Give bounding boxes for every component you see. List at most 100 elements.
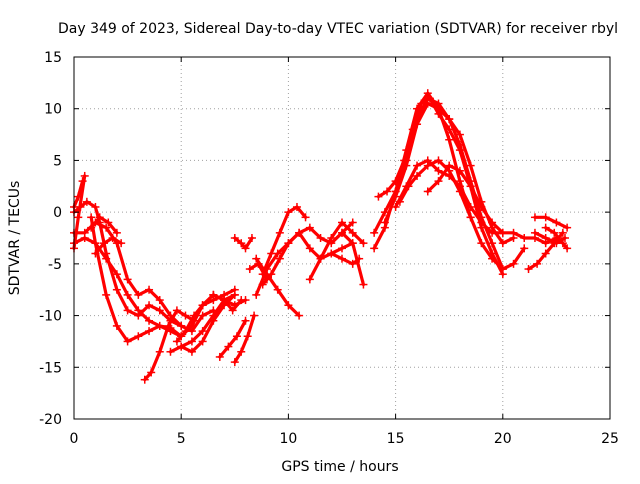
data-point — [338, 218, 346, 227]
data-point — [102, 249, 111, 258]
data-point — [108, 234, 117, 242]
data-point — [316, 234, 325, 242]
data-point — [112, 228, 121, 237]
y-tick-label: -20 — [39, 412, 62, 428]
data-point — [241, 244, 250, 253]
data-point — [391, 177, 400, 186]
series-arc-29 — [394, 158, 559, 245]
ticks: 0 5 10 15 20 25 -20 -15 -10 -5 0 5 10 15 — [39, 50, 619, 447]
series-arc-15 — [233, 314, 256, 364]
data-point — [455, 146, 464, 155]
y-tick-label: 10 — [44, 102, 62, 118]
data-point — [198, 301, 207, 310]
y-tick-label: -15 — [39, 360, 62, 376]
data-point — [413, 161, 422, 170]
data-point — [134, 290, 143, 299]
data-point — [209, 290, 218, 299]
data-point — [262, 275, 271, 284]
data-point — [230, 301, 239, 310]
data-point — [423, 187, 432, 196]
data-point — [541, 213, 550, 222]
data-point — [145, 316, 154, 325]
data-point — [155, 306, 164, 315]
data-point — [391, 202, 400, 211]
data-point — [425, 94, 434, 103]
data-point — [209, 316, 218, 325]
data-point — [560, 234, 569, 242]
data-point — [541, 234, 550, 242]
data-point — [145, 301, 154, 310]
data-point — [292, 202, 301, 211]
data-point — [258, 280, 267, 289]
data-point — [284, 208, 293, 217]
data-point — [80, 171, 89, 180]
data-point — [123, 337, 132, 346]
y-axis-label: SDTVAR / TECUs — [7, 181, 23, 296]
data-point — [273, 285, 282, 294]
data-point — [147, 368, 156, 377]
data-point — [413, 171, 422, 180]
data-point — [498, 228, 507, 237]
data-point — [466, 182, 475, 191]
y-tick-label: 0 — [53, 205, 62, 221]
data-point — [488, 228, 497, 237]
data-point — [145, 327, 154, 336]
data-point — [316, 254, 325, 263]
data-point — [102, 290, 111, 299]
data-point — [220, 296, 229, 305]
series-arc-5 — [72, 220, 215, 333]
data-point — [445, 135, 454, 144]
data-point — [237, 347, 246, 356]
data-point — [284, 239, 293, 248]
series-arc-8 — [93, 236, 123, 256]
series-arc-17 — [254, 220, 355, 297]
data-point — [348, 259, 357, 268]
data-point — [466, 213, 475, 222]
data-point — [445, 161, 454, 170]
data-point — [252, 254, 261, 263]
data-point — [533, 259, 542, 268]
grid — [74, 57, 610, 419]
series-arc-24 — [329, 251, 361, 266]
series-arc-19 — [261, 205, 308, 276]
series-arc-35 — [544, 226, 569, 250]
series-group — [70, 89, 572, 384]
data-point — [400, 156, 409, 165]
data-point — [275, 254, 284, 263]
data-point — [305, 223, 314, 232]
data-point — [359, 239, 368, 248]
x-tick-label: 20 — [494, 431, 512, 447]
data-point — [563, 244, 572, 253]
data-point — [112, 270, 121, 279]
data-point — [252, 290, 261, 299]
data-point — [74, 213, 83, 222]
data-point — [348, 239, 357, 248]
y-tick-label: -5 — [48, 257, 62, 273]
data-point — [327, 249, 336, 258]
data-point — [87, 213, 96, 222]
series-arc-13 — [211, 293, 248, 307]
data-point — [232, 332, 241, 341]
data-point — [370, 244, 379, 253]
data-point — [215, 352, 224, 361]
data-point — [134, 332, 143, 341]
data-point — [198, 311, 207, 320]
data-point — [541, 249, 550, 258]
x-axis-label: GPS time / hours — [281, 459, 398, 475]
data-point — [541, 223, 550, 232]
data-point — [295, 228, 304, 237]
data-point — [509, 259, 518, 268]
data-point — [455, 187, 464, 196]
data-point — [187, 337, 196, 346]
data-point — [95, 213, 104, 222]
data-point — [395, 197, 404, 206]
data-point — [434, 177, 443, 186]
data-point — [230, 290, 239, 299]
data-point — [102, 223, 111, 232]
data-point — [445, 115, 454, 124]
data-point — [123, 275, 132, 284]
data-point — [509, 228, 518, 237]
data-point — [230, 358, 239, 367]
data-point — [524, 265, 533, 274]
data-point — [423, 161, 432, 170]
